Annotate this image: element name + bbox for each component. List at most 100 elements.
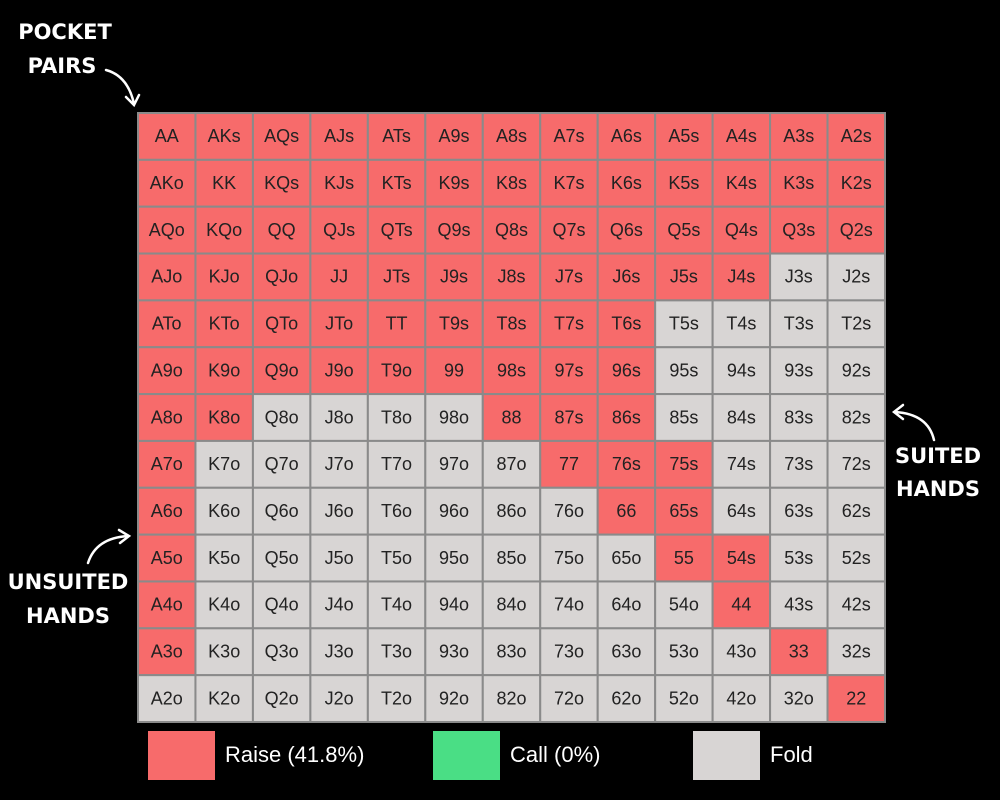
hand-label: T9o bbox=[381, 360, 412, 380]
hand-label: 62s bbox=[842, 501, 871, 521]
hand-label: T4s bbox=[726, 314, 756, 334]
hand-cell bbox=[137, 486, 197, 536]
hand-label: 85o bbox=[496, 548, 526, 568]
hand-label: 84s bbox=[727, 407, 756, 427]
hand-label: 94o bbox=[439, 595, 469, 615]
hand-label: A8o bbox=[151, 407, 183, 427]
hand-label: 84o bbox=[496, 595, 526, 615]
hand-label: 97o bbox=[439, 454, 469, 474]
legend-swatch bbox=[433, 731, 500, 780]
hand-cell bbox=[711, 533, 772, 583]
hand-label: Q9s bbox=[438, 220, 471, 240]
hand-label: 74o bbox=[554, 595, 584, 615]
hand-cell bbox=[596, 299, 657, 349]
hand-label: 63o bbox=[611, 641, 641, 661]
hand-cell bbox=[769, 299, 829, 349]
hand-cell bbox=[366, 533, 427, 583]
hand-label: 86s bbox=[612, 407, 641, 427]
hand-cell bbox=[826, 393, 886, 442]
hand-label: KTs bbox=[382, 173, 412, 193]
hand-label: Q5o bbox=[265, 548, 299, 568]
hand-label: ATo bbox=[152, 314, 182, 334]
hand-cell bbox=[596, 486, 657, 536]
hand-cell bbox=[481, 112, 542, 161]
hand-label: 53s bbox=[784, 548, 813, 568]
hand-label: 95o bbox=[439, 548, 469, 568]
hand-label: AQs bbox=[264, 126, 299, 146]
hand-cell bbox=[366, 158, 427, 208]
hand-label: A7o bbox=[151, 454, 183, 474]
hand-label: 99 bbox=[444, 360, 464, 380]
hand-label: T5s bbox=[669, 314, 699, 334]
hand-cell bbox=[539, 205, 599, 255]
hand-label: QJo bbox=[265, 267, 298, 287]
hand-cell bbox=[309, 158, 369, 208]
hand-label: K6o bbox=[208, 501, 240, 521]
hand-cell bbox=[424, 533, 484, 583]
hand-cell bbox=[711, 299, 772, 349]
hand-label: A6o bbox=[151, 501, 183, 521]
hand-label: JJ bbox=[330, 267, 348, 287]
hand-cell bbox=[194, 439, 254, 489]
hand-label: 92s bbox=[842, 360, 871, 380]
hand-cell bbox=[251, 299, 312, 349]
hand-label: QJs bbox=[323, 220, 355, 240]
hand-cell bbox=[826, 158, 886, 208]
hand-label: K7s bbox=[553, 173, 584, 193]
hand-label: 65s bbox=[669, 501, 698, 521]
hand-cell bbox=[251, 158, 312, 208]
hand-label: J2s bbox=[842, 267, 870, 287]
hand-cell bbox=[309, 439, 369, 489]
hand-label: Q5s bbox=[667, 220, 700, 240]
hand-cell bbox=[194, 533, 254, 583]
hand-label: A5s bbox=[668, 126, 699, 146]
hand-cell bbox=[826, 112, 886, 161]
hand-label: T3o bbox=[381, 641, 412, 661]
annotation: PAIRS bbox=[28, 54, 97, 78]
hand-label: 64s bbox=[727, 501, 756, 521]
hand-cell bbox=[654, 205, 714, 255]
hand-cell bbox=[596, 439, 657, 489]
hand-cell bbox=[826, 533, 886, 583]
hand-label: KJs bbox=[324, 173, 354, 193]
hand-label: J9s bbox=[440, 267, 468, 287]
hand-label: J5s bbox=[670, 267, 698, 287]
hand-label: J4o bbox=[325, 595, 354, 615]
hand-cell bbox=[424, 205, 484, 255]
hand-label: AA bbox=[155, 126, 179, 146]
arrow-head bbox=[124, 93, 141, 108]
hand-label: T6o bbox=[381, 501, 412, 521]
hand-label: K9o bbox=[208, 360, 240, 380]
hand-label: 87s bbox=[554, 407, 583, 427]
arrow bbox=[86, 534, 130, 565]
hand-label: K3o bbox=[208, 641, 240, 661]
hand-label: AKo bbox=[150, 173, 184, 193]
hand-cell bbox=[251, 674, 312, 724]
hand-label: T9s bbox=[439, 314, 469, 334]
hand-label: 77 bbox=[559, 454, 579, 474]
hand-cell bbox=[596, 533, 657, 583]
hand-label: A3o bbox=[151, 641, 183, 661]
hand-label: J6s bbox=[612, 267, 640, 287]
hand-label: 44 bbox=[731, 595, 751, 615]
hand-cell bbox=[654, 627, 714, 677]
arrow bbox=[104, 68, 136, 106]
hand-label: 85s bbox=[669, 407, 698, 427]
hand-cell bbox=[137, 674, 197, 724]
hand-label: Q2s bbox=[840, 220, 873, 240]
annotation: SUITED bbox=[895, 444, 981, 468]
hand-label: QTo bbox=[265, 314, 298, 334]
hand-cell bbox=[826, 299, 886, 349]
hand-label: KJo bbox=[209, 267, 240, 287]
hand-cell bbox=[826, 486, 886, 536]
hand-cell bbox=[654, 486, 714, 536]
hand-label: T8s bbox=[496, 314, 526, 334]
hand-label: 76s bbox=[612, 454, 641, 474]
hand-label: T3s bbox=[784, 314, 814, 334]
legend-label: Call (0%) bbox=[510, 742, 600, 767]
hand-cell bbox=[596, 674, 657, 724]
hand-label: 72s bbox=[842, 454, 871, 474]
hand-label: 33 bbox=[789, 641, 809, 661]
hand-label: 63s bbox=[784, 501, 813, 521]
